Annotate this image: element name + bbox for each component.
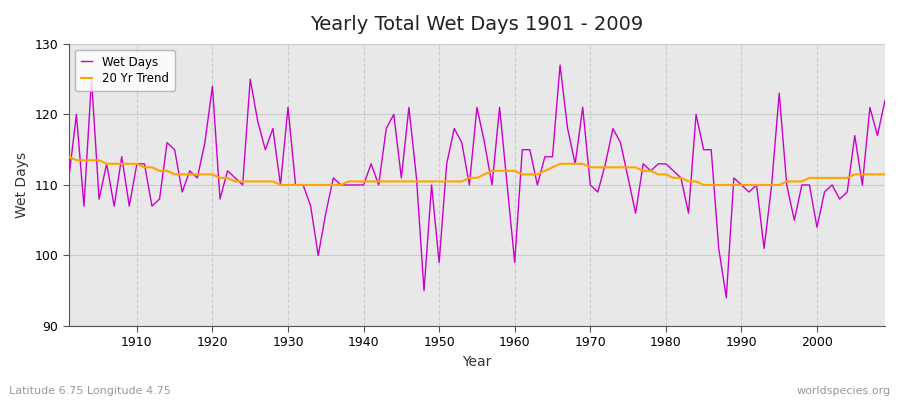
20 Yr Trend [509,168,520,173]
Y-axis label: Wet Days: Wet Days [15,152,29,218]
Legend: Wet Days, 20 Yr Trend: Wet Days, 20 Yr Trend [75,50,175,91]
20 Yr Trend [124,161,135,166]
Wet Days [124,204,135,208]
20 Yr Trend [517,172,527,177]
X-axis label: Year: Year [463,355,491,369]
20 Yr Trend [298,182,309,187]
Text: worldspecies.org: worldspecies.org [796,386,891,396]
Wet Days [336,182,346,187]
Wet Days [509,260,520,265]
Wet Days [608,126,618,131]
20 Yr Trend [879,172,890,177]
Line: Wet Days: Wet Days [68,65,885,298]
Wet Days [63,176,74,180]
Wet Days [290,182,301,187]
Text: Latitude 6.75 Longitude 4.75: Latitude 6.75 Longitude 4.75 [9,386,171,396]
Line: 20 Yr Trend: 20 Yr Trend [68,157,885,185]
20 Yr Trend [63,154,74,159]
Title: Yearly Total Wet Days 1901 - 2009: Yearly Total Wet Days 1901 - 2009 [310,15,644,34]
20 Yr Trend [275,182,286,187]
Wet Days [502,182,513,187]
20 Yr Trend [343,179,354,184]
Wet Days [879,98,890,103]
Wet Days [554,63,565,68]
Wet Days [721,296,732,300]
20 Yr Trend [608,165,618,170]
